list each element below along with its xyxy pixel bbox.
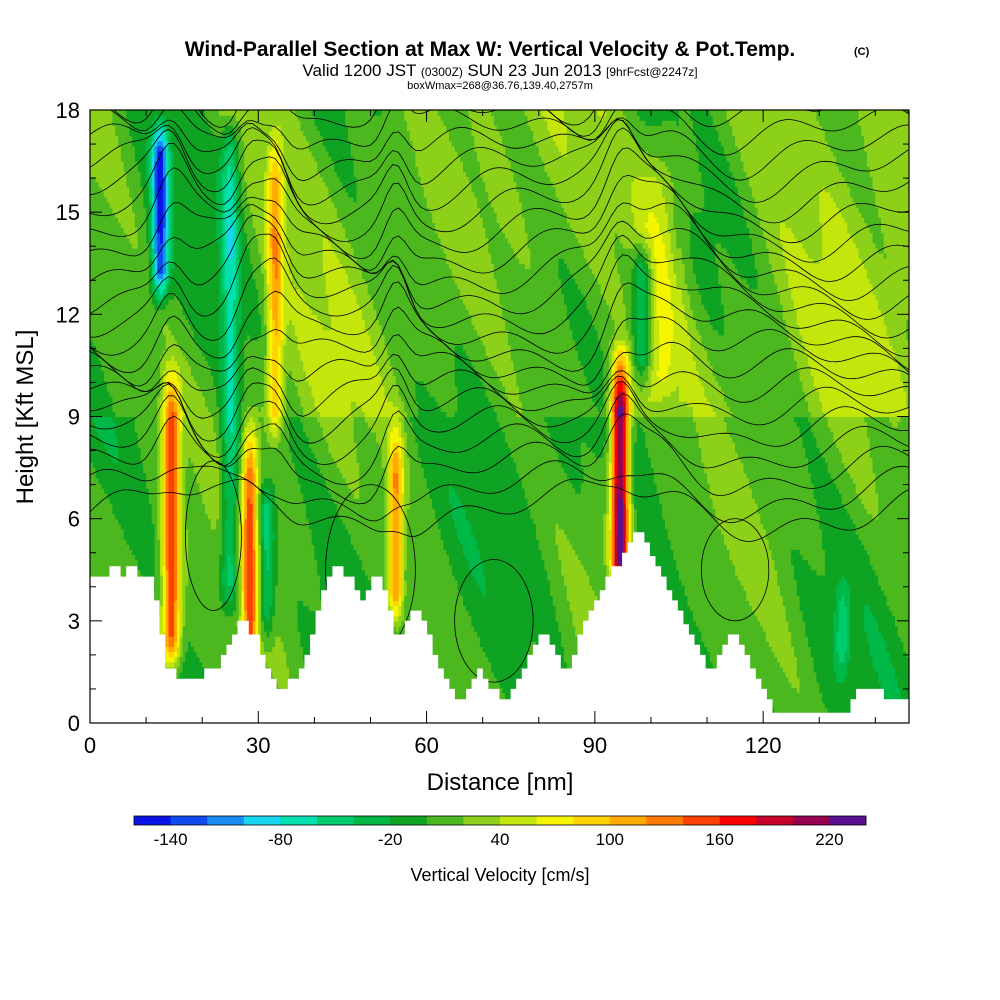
- subtitle-forecast: [9hrFcst@2247z]: [606, 65, 698, 79]
- subtitle-utc: (0300Z): [421, 65, 463, 79]
- wind-section-chart: Wind-Parallel Section at Max W: Vertical…: [0, 0, 1000, 1000]
- chart-title-mark: (C): [854, 46, 870, 58]
- subtitle-valid: Valid 1200 JST: [302, 61, 416, 80]
- box-note: boxWmax=268@36.76,139.40,2757m: [407, 80, 593, 92]
- chart-subtitle: Valid 1200 JST (0300Z) SUN 23 Jun 2013 […: [302, 61, 697, 80]
- plot-area: [90, 33, 910, 724]
- subtitle-date: SUN 23 Jun 2013: [467, 61, 601, 80]
- chart-title: Wind-Parallel Section at Max W: Vertical…: [185, 38, 796, 61]
